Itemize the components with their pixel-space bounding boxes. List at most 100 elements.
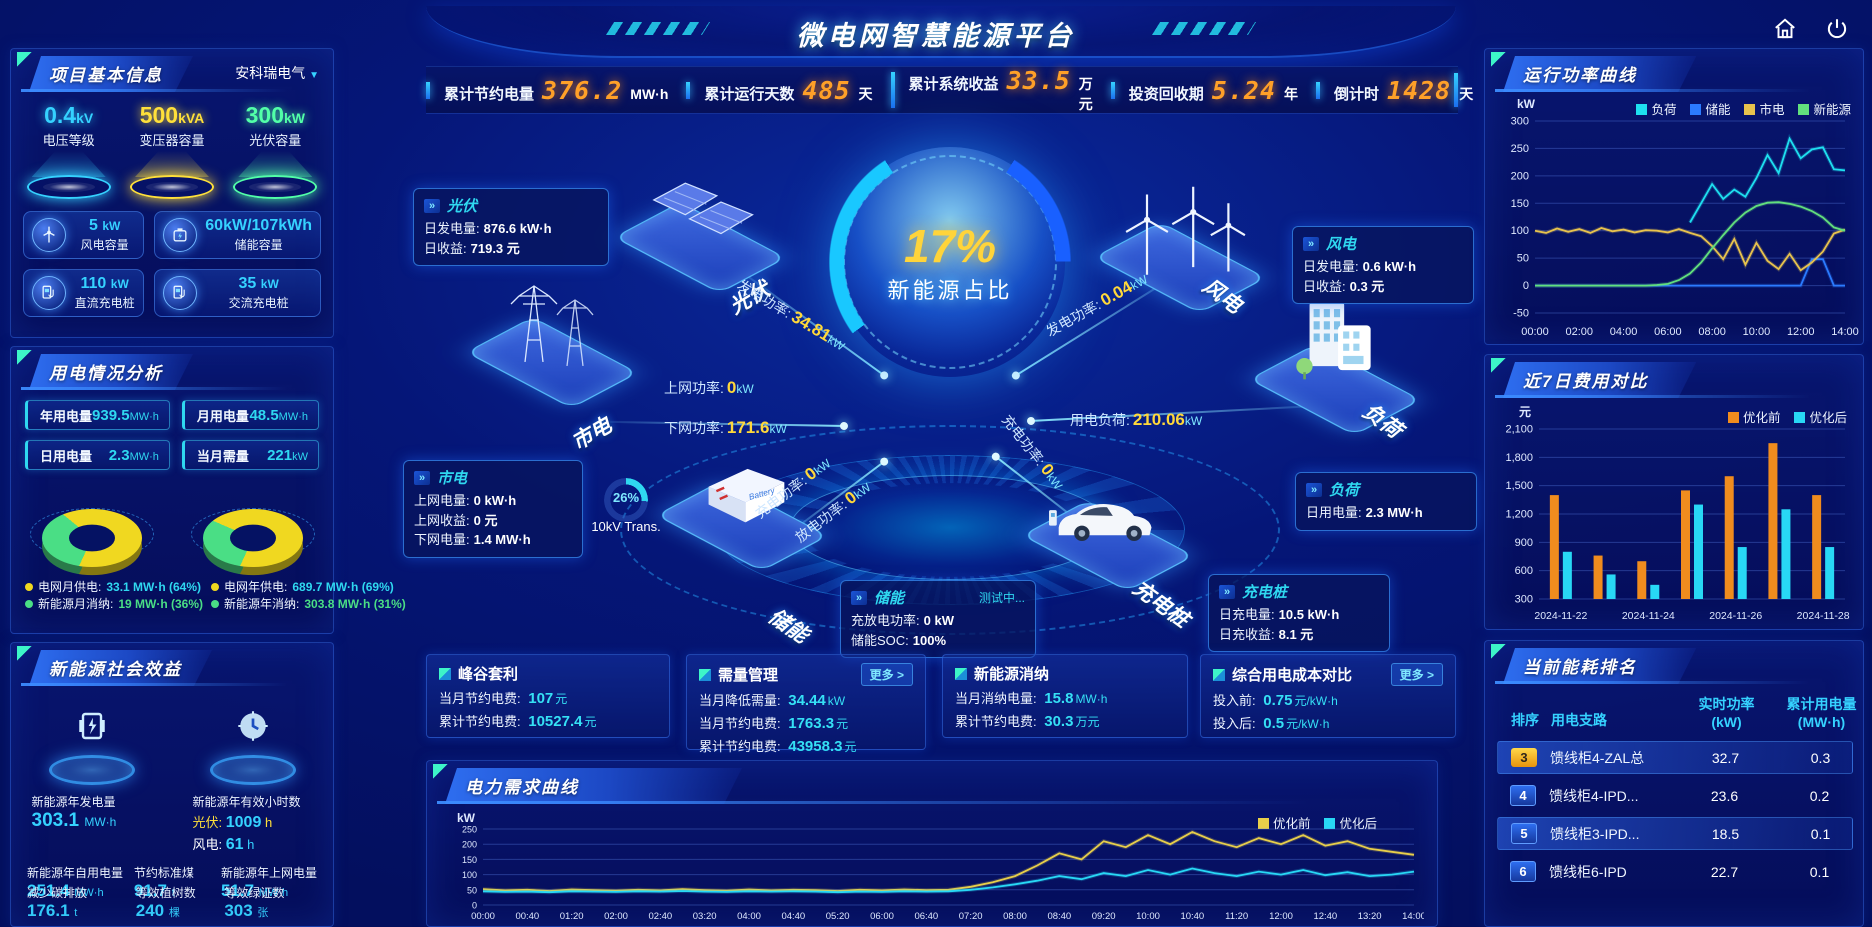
card-corner-icon (955, 667, 967, 680)
svg-text:1,800: 1,800 (1505, 452, 1533, 464)
card-row: 当月节约电费: 1763.3 元 (699, 715, 849, 732)
tile-text: 35 kW 交流充电桩 (205, 275, 312, 311)
svg-text:150: 150 (462, 855, 477, 865)
flow-load-power: 用电负荷: 210.06kW (1070, 410, 1203, 429)
card-row: 当月降低需量: 34.44 kW (699, 692, 846, 709)
charger-info-box: » 充电桩 日充电量: 10.5 kW·h 日充收益: 8.1 元 (1208, 574, 1390, 652)
grid-node-label: 市电 (567, 413, 616, 455)
usage-stat-label: 当月需量 (196, 448, 249, 464)
ring-glow (42, 182, 95, 192)
legend-item: 新能源月消纳: 19 MW·h (36%) (25, 595, 203, 612)
legend-item: 新能源 (1798, 99, 1851, 118)
card-cost-compare: 综合用电成本对比 更多 > 投入前: 0.75 元/kW·h 投入后: 0.5 元/kW·… (1200, 654, 1456, 738)
panel-corner-icon (17, 350, 32, 365)
card-row: 当月节约电费: 107 元 (439, 690, 568, 707)
benefit-row-1: 减少碳排放 176.1 t 等效植树数 240 棵等效绿证数 303 张 (27, 884, 317, 921)
table-row[interactable]: 5 馈线柜3-IPD... 18.5 0.1 (1497, 817, 1853, 850)
legend-label: 电网年供电: (224, 580, 288, 594)
tile-text: 5 kW 风电容量 (74, 217, 135, 253)
more-button[interactable]: 更多 > (1390, 663, 1443, 686)
svg-text:06:00: 06:00 (870, 911, 894, 922)
transformer-widget: 26% 10kV Trans. (580, 478, 672, 534)
testing-badge: 测试中... (978, 591, 1025, 605)
arrow-icon: » (414, 470, 430, 485)
benefit-item: 减少碳排放 176.1 t (27, 884, 128, 921)
demand-panel: 电力需求曲线 kW 优化前 优化后 0 50 100 150 200 250 00:00 00:… (426, 760, 1438, 927)
svg-text:02:40: 02:40 (648, 911, 672, 922)
arrow-icon: » (1306, 482, 1322, 497)
donut-face (41, 509, 142, 567)
donut-legend-col-0: 电网月供电: 33.1 MW·h (64%) 新能源月消纳: 19 MW·h (36%… (25, 578, 203, 612)
svg-text:150: 150 (1511, 198, 1529, 210)
ring-glow (249, 182, 302, 192)
legend-dot (211, 599, 220, 608)
tile-label: 交流充电桩 (228, 296, 289, 310)
cost-compare-panel: 近7日费用对比 元 优化前 优化后 300 600 900 1,200 1,500 1,80… (1484, 354, 1864, 630)
card-row: 投入后: 0.5 元/kW·h (1213, 715, 1330, 732)
usage-stat-1: 月用电量 48.5MW·h (181, 400, 319, 430)
legend-dot (211, 582, 220, 591)
rank-badge: 5 (1511, 823, 1537, 844)
svg-text:100: 100 (1511, 225, 1529, 237)
spotlight-2: 300kW 光伏容量 (227, 102, 323, 199)
card-title-row: 新能源消纳 (955, 663, 1175, 684)
usage-stat-3: 当月需量 221kW (181, 440, 319, 470)
power-curve-title: 运行功率曲线 (1503, 56, 1696, 92)
demand-legend: 优化前 优化后 (1257, 813, 1377, 832)
more-button[interactable]: 更多 > (860, 663, 913, 686)
kpi-label: 累计运行天数 (704, 85, 795, 103)
usage-stat-2: 日用电量 2.3MW·h (25, 440, 170, 470)
power-cell: 22.7 (1710, 863, 1739, 880)
power-icon[interactable] (1824, 16, 1850, 42)
legend-value: 19 MW·h (36%) (118, 596, 204, 611)
pedestal-ring (233, 175, 318, 199)
transformer-progress-ring (604, 478, 648, 522)
ranking-header-row: 排序 用电支路 实时功率 (kW) 累计用电量 (MW·h) (1485, 680, 1863, 736)
card-renewable-consumption: 新能源消纳 当月消纳电量: 15.8 MW·h 累计节约电费: 30.3 万元 (942, 654, 1188, 738)
svg-text:08:00: 08:00 (1698, 326, 1726, 338)
spotlight-value: 300kW (245, 102, 305, 128)
tile-label: 储能容量 (234, 238, 283, 252)
svg-text:-50: -50 (1513, 308, 1529, 320)
core-sphere: 17% 新能源占比 (825, 137, 1075, 387)
capacity-tile-2: 110 kW 直流充电桩 (23, 269, 145, 317)
annual-generation: 新能源年发电量 303.1 MW·h (31, 795, 117, 831)
svg-text:04:40: 04:40 (781, 911, 805, 922)
card-title-row: 综合用电成本对比 更多 > (1213, 663, 1443, 686)
kpi-label: 累计系统收益 (908, 76, 999, 93)
benefit-label: 等效植树数 (135, 886, 196, 900)
table-row[interactable]: 6 馈线柜6-IPD 22.7 0.1 (1497, 855, 1853, 888)
home-icon[interactable] (1772, 16, 1798, 42)
spotlight-value: 0.4kV (44, 102, 94, 128)
legend-item: 电网月供电: 33.1 MW·h (64%) (25, 578, 203, 595)
panel-corner-icon (433, 764, 448, 779)
company-dropdown[interactable]: 安科瑞电气 ▼ (235, 65, 319, 81)
svg-text:03:20: 03:20 (693, 911, 717, 922)
benefit-value: 251.4 MW·h (27, 881, 104, 900)
kpi-label: 倒计时 (1334, 85, 1380, 103)
table-row[interactable]: 3 馈线柜4-ZAL总 32.7 0.3 (1497, 741, 1853, 774)
legend-value: 689.7 MW·h (69%) (292, 579, 394, 594)
card-peak-valley: 峰谷套利 当月节约电费: 107 元累计节约电费: 10527.4 元 (426, 654, 670, 738)
panel-corner-icon (1491, 358, 1506, 373)
svg-text:08:00: 08:00 (1003, 911, 1027, 922)
ac-charger-icon (163, 276, 198, 310)
cost-compare-legend: 优化前 优化后 (1727, 407, 1847, 426)
svg-text:0: 0 (472, 901, 477, 911)
building-icon (1279, 291, 1391, 408)
demand-chart: 0 50 100 150 200 250 00:00 00:40 01:20 02:00 02:40… (462, 825, 1424, 923)
kpi-unit: 万元 (1078, 76, 1093, 112)
project-info-panel: 项目基本信息 安科瑞电气 ▼ 0.4kV 电压等级 500kVA 变压器容量 300kW… (10, 48, 334, 338)
benefit-label: 等效绿证数 (224, 886, 285, 900)
ev-car-icon (1044, 489, 1172, 552)
power-cell: 32.7 (1711, 749, 1740, 766)
ranking-panel: 当前能耗排名 排序 用电支路 实时功率 (kW) 累计用电量 (MW·h) 3 馈线柜4-Z… (1484, 640, 1864, 927)
usage-stat-value: 48.5MW·h (249, 406, 308, 424)
card-demand-mgmt: 需量管理 更多 > 当月降低需量: 34.44 kW 当月节约电费: 1763.3 元累计… (686, 654, 926, 755)
svg-text:12:00: 12:00 (1269, 911, 1293, 922)
spotlight-1: 500kVA 变压器容量 (124, 102, 220, 199)
light-cone (238, 151, 313, 177)
rank-cell: 5 (1498, 823, 1550, 844)
table-row[interactable]: 4 馈线柜4-IPD... 23.6 0.2 (1497, 779, 1853, 812)
year-donut (189, 482, 317, 576)
